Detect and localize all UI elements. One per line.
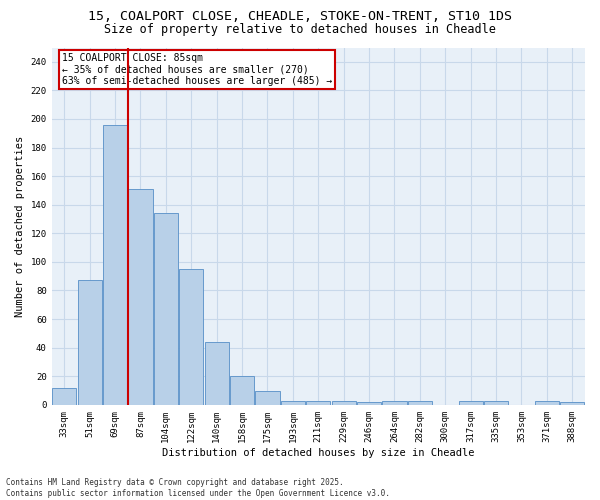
Bar	[458, 400, 483, 405]
Bar	[357, 402, 381, 405]
Bar	[560, 402, 584, 405]
Text: 15 COALPORT CLOSE: 85sqm
← 35% of detached houses are smaller (270)
63% of semi-: 15 COALPORT CLOSE: 85sqm ← 35% of detach…	[62, 53, 332, 86]
Bar	[306, 400, 331, 405]
Bar	[52, 388, 76, 405]
Bar	[103, 124, 127, 405]
Bar	[332, 400, 356, 405]
Bar	[256, 390, 280, 405]
Text: 15, COALPORT CLOSE, CHEADLE, STOKE-ON-TRENT, ST10 1DS: 15, COALPORT CLOSE, CHEADLE, STOKE-ON-TR…	[88, 10, 512, 23]
Text: Contains HM Land Registry data © Crown copyright and database right 2025.
Contai: Contains HM Land Registry data © Crown c…	[6, 478, 390, 498]
X-axis label: Distribution of detached houses by size in Cheadle: Distribution of detached houses by size …	[162, 448, 475, 458]
Text: Size of property relative to detached houses in Cheadle: Size of property relative to detached ho…	[104, 22, 496, 36]
Bar	[77, 280, 102, 405]
Bar	[179, 269, 203, 405]
Bar	[382, 400, 407, 405]
Y-axis label: Number of detached properties: Number of detached properties	[15, 136, 25, 317]
Bar	[484, 400, 508, 405]
Bar	[535, 400, 559, 405]
Bar	[230, 376, 254, 405]
Bar	[408, 400, 432, 405]
Bar	[205, 342, 229, 405]
Bar	[128, 189, 152, 405]
Bar	[281, 400, 305, 405]
Bar	[154, 214, 178, 405]
